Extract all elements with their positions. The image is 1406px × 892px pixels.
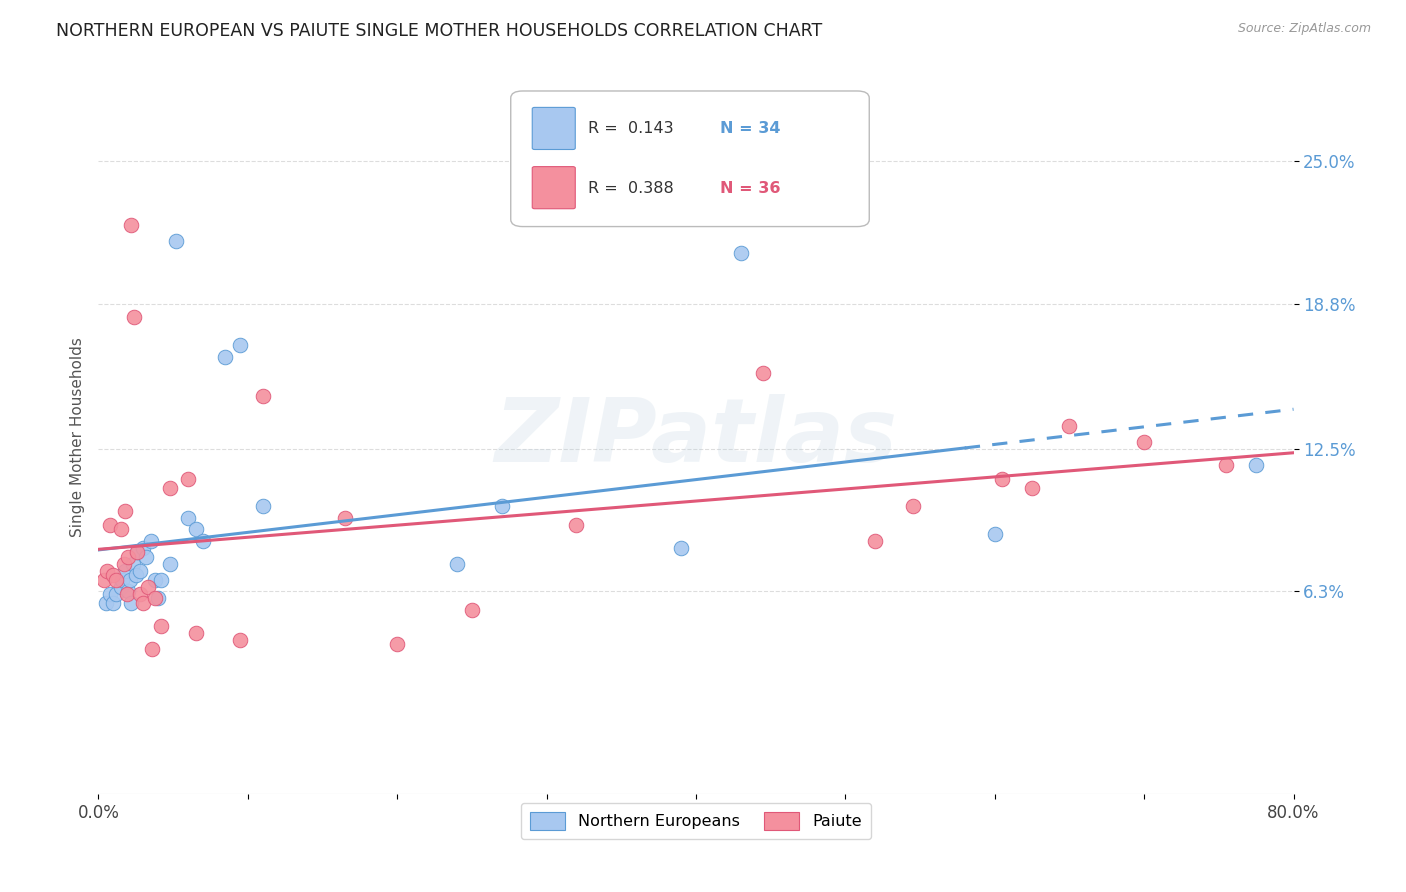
Point: [991, 471, 1014, 485]
Point: [1244, 458, 1267, 472]
Point: [333, 510, 356, 524]
Point: [150, 619, 173, 633]
Point: [115, 586, 138, 600]
Point: [135, 549, 157, 564]
Point: [118, 573, 141, 587]
Point: [103, 568, 125, 582]
Point: [865, 533, 887, 548]
Point: [1215, 458, 1237, 472]
Point: [121, 557, 143, 571]
Point: [669, 541, 692, 555]
Point: [177, 510, 200, 524]
Legend: Northern Europeans, Paiute: Northern Europeans, Paiute: [520, 803, 872, 839]
Point: [385, 637, 409, 651]
Point: [129, 564, 152, 578]
Point: [94, 596, 117, 610]
Point: [114, 504, 136, 518]
Point: [93, 573, 115, 587]
Point: [446, 557, 468, 571]
Point: [125, 568, 148, 582]
Point: [491, 499, 513, 513]
Point: [165, 235, 187, 249]
Point: [110, 580, 132, 594]
Y-axis label: Single Mother Households: Single Mother Households: [69, 337, 84, 537]
FancyBboxPatch shape: [533, 107, 575, 150]
Point: [184, 625, 207, 640]
Point: [1059, 418, 1081, 433]
FancyBboxPatch shape: [510, 91, 869, 227]
Point: [159, 557, 181, 571]
Point: [752, 366, 775, 380]
Point: [136, 580, 159, 594]
Point: [132, 541, 155, 555]
Point: [117, 549, 139, 564]
Point: [1133, 434, 1156, 449]
Point: [184, 522, 207, 536]
Point: [98, 586, 122, 600]
Point: [132, 596, 155, 610]
Point: [214, 350, 236, 364]
Point: [141, 641, 163, 656]
Point: [252, 499, 274, 513]
Point: [150, 573, 173, 587]
Point: [565, 517, 588, 532]
Text: N = 36: N = 36: [720, 181, 780, 196]
Point: [901, 499, 924, 513]
Text: R =  0.143: R = 0.143: [589, 120, 673, 136]
Point: [105, 573, 128, 587]
Point: [143, 591, 166, 606]
Point: [148, 591, 170, 606]
Point: [229, 632, 252, 647]
Point: [114, 564, 136, 578]
Point: [120, 596, 142, 610]
Point: [103, 596, 125, 610]
Point: [120, 219, 142, 233]
Point: [139, 533, 162, 548]
Point: [229, 338, 252, 352]
Point: [191, 533, 214, 548]
Point: [117, 584, 139, 599]
Text: NORTHERN EUROPEAN VS PAIUTE SINGLE MOTHER HOUSEHOLDS CORRELATION CHART: NORTHERN EUROPEAN VS PAIUTE SINGLE MOTHE…: [56, 22, 823, 40]
Point: [1021, 481, 1043, 495]
Point: [112, 557, 135, 571]
Point: [111, 573, 134, 587]
Point: [461, 603, 484, 617]
Text: N = 34: N = 34: [720, 120, 780, 136]
Point: [96, 564, 118, 578]
Point: [98, 517, 122, 532]
Point: [177, 471, 200, 485]
Point: [127, 545, 149, 559]
Point: [159, 481, 181, 495]
Point: [984, 526, 1007, 541]
Point: [110, 522, 132, 536]
Point: [730, 246, 752, 260]
Point: [105, 586, 128, 600]
Point: [252, 389, 274, 403]
Text: R =  0.388: R = 0.388: [589, 181, 673, 196]
Point: [129, 586, 152, 600]
Text: ZIPatlas: ZIPatlas: [495, 393, 897, 481]
Point: [127, 545, 149, 559]
FancyBboxPatch shape: [533, 167, 575, 209]
Point: [124, 310, 146, 325]
Point: [143, 573, 166, 587]
Text: Source: ZipAtlas.com: Source: ZipAtlas.com: [1237, 22, 1371, 36]
